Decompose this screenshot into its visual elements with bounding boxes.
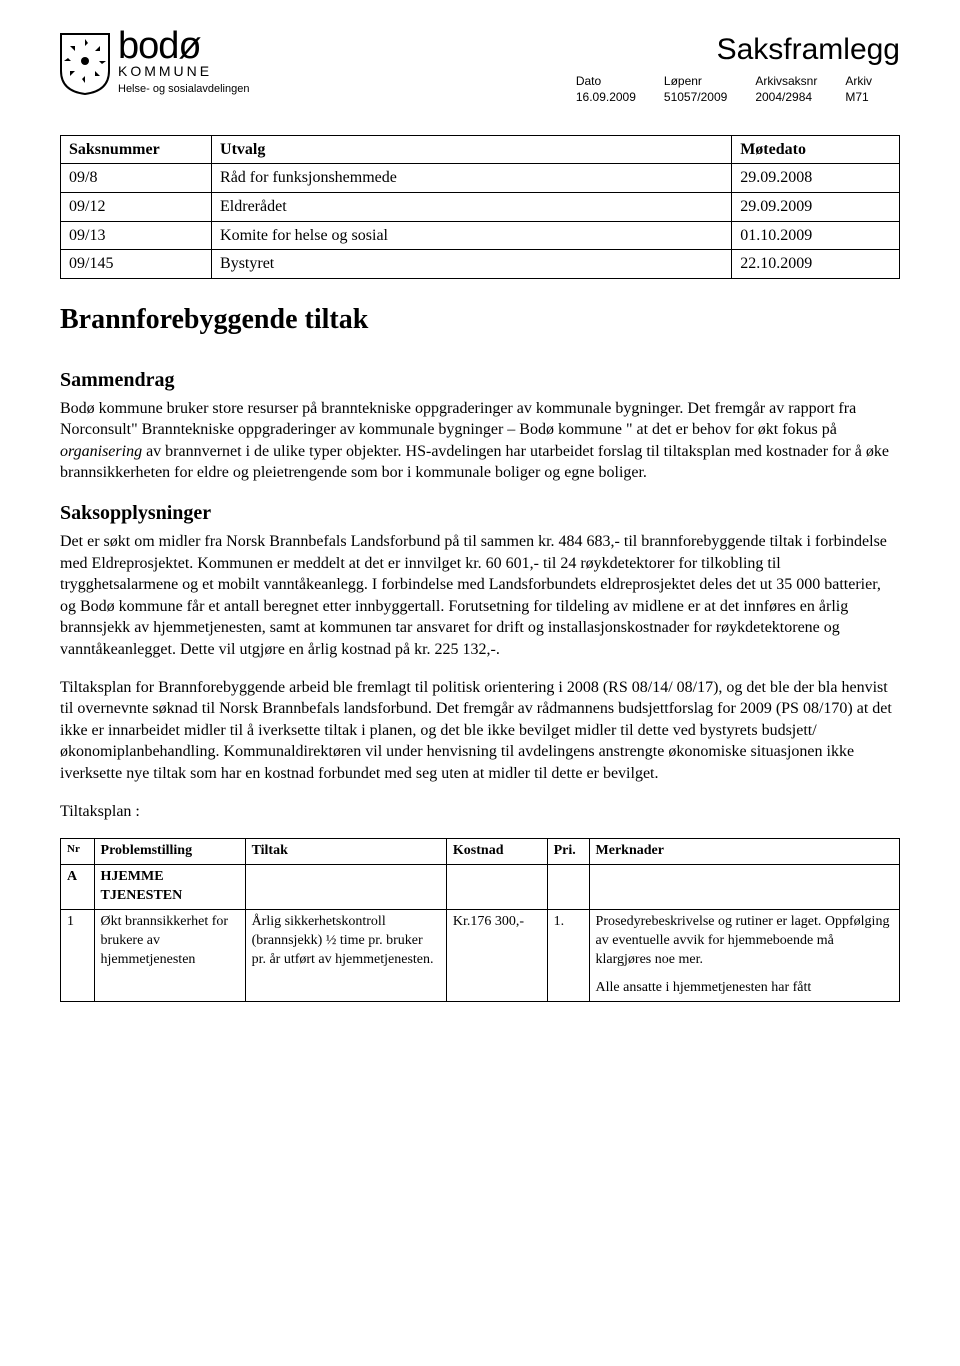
plan-problem: HJEMME TJENESTEN: [94, 865, 245, 910]
meta-lopenr: 51057/2009: [664, 89, 755, 105]
document-header: bodø KOMMUNE Helse- og sosialavdelingen …: [60, 30, 900, 105]
case-utvalg: Råd for funksjonshemmede: [212, 164, 732, 193]
plan-kostnad: Kr.176 300,-: [446, 909, 547, 1002]
sammendrag-paragraph: Bodø kommune bruker store resurser på br…: [60, 398, 900, 484]
tiltaksplan-table: Nr Problemstilling Tiltak Kostnad Pri. M…: [60, 838, 900, 1002]
plan-header-nr: Nr: [61, 839, 95, 865]
plan-merk-line2: Alle ansatte i hjemmetjenesten har fått: [596, 979, 893, 998]
meta-dato-label: Dato: [576, 73, 664, 89]
plan-nr: 1: [61, 909, 95, 1002]
plan-header-tiltak: Tiltak: [245, 839, 446, 865]
brand-name: bodø: [118, 30, 249, 62]
plan-nr: A: [61, 865, 95, 910]
sammendrag-text-c: av brannvernet i de ulike typer objekter…: [60, 443, 889, 482]
plan-merk: [589, 865, 899, 910]
case-row: 09/13 Komite for helse og sosial 01.10.2…: [61, 221, 900, 250]
case-header-saksnummer: Saksnummer: [61, 135, 212, 164]
plan-pri: 1.: [547, 909, 589, 1002]
meta-arkiv-label: Arkiv: [845, 73, 900, 89]
plan-tiltak: [245, 865, 446, 910]
plan-tiltak: Årlig sikkerhetskontroll (brannsjekk) ½ …: [245, 909, 446, 1002]
sammendrag-text-italic: organisering: [60, 443, 142, 460]
meta-arkivsaksnr: 2004/2984: [755, 89, 845, 105]
case-row: 09/12 Eldrerådet 29.09.2009: [61, 193, 900, 222]
page-title: Brannforebyggende tiltak: [60, 301, 900, 339]
meta-arkiv: M71: [845, 89, 900, 105]
saksopp-paragraph-2: Tiltaksplan for Brannforebyggende arbeid…: [60, 677, 900, 785]
sammendrag-text-a: Bodø kommune bruker store resurser på br…: [60, 400, 856, 439]
plan-merk-line1: Prosedyrebeskrivelse og rutiner er laget…: [596, 913, 893, 970]
plan-header-kostnad: Kostnad: [446, 839, 547, 865]
plan-row-a: A HJEMME TJENESTEN: [61, 865, 900, 910]
brand-subtitle: KOMMUNE: [118, 64, 249, 78]
case-header-utvalg: Utvalg: [212, 135, 732, 164]
case-dato: 29.09.2008: [732, 164, 900, 193]
meta-lopenr-label: Løpenr: [664, 73, 755, 89]
case-utvalg: Bystyret: [212, 250, 732, 279]
case-utvalg: Komite for helse og sosial: [212, 221, 732, 250]
plan-header-pri: Pri.: [547, 839, 589, 865]
section-sammendrag-heading: Sammendrag: [60, 367, 900, 394]
section-saksopplysninger-heading: Saksopplysninger: [60, 500, 900, 527]
case-nr: 09/12: [61, 193, 212, 222]
plan-problem: Økt brannsikkerhet for brukere av hjemme…: [94, 909, 245, 1002]
case-row: 09/8 Råd for funksjonshemmede 29.09.2008: [61, 164, 900, 193]
case-nr: 09/145: [61, 250, 212, 279]
meta-dato: 16.09.2009: [576, 89, 664, 105]
plan-merk: Prosedyrebeskrivelse og rutiner er laget…: [589, 909, 899, 1002]
document-type-title: Saksframlegg: [576, 30, 900, 71]
department-label: Helse- og sosialavdelingen: [118, 82, 249, 97]
meta-table: Dato Løpenr Arkivsaksnr Arkiv 16.09.2009…: [576, 73, 900, 105]
case-utvalg: Eldrerådet: [212, 193, 732, 222]
shield-icon: [60, 33, 110, 95]
plan-row-1: 1 Økt brannsikkerhet for brukere av hjem…: [61, 909, 900, 1002]
meta-arkivsaksnr-label: Arkivsaksnr: [755, 73, 845, 89]
saksopp-paragraph-1: Det er søkt om midler fra Norsk Brannbef…: [60, 531, 900, 661]
case-dato: 01.10.2009: [732, 221, 900, 250]
case-header-motedato: Møtedato: [732, 135, 900, 164]
logo-block: bodø KOMMUNE Helse- og sosialavdelingen: [60, 30, 249, 97]
tiltaksplan-label: Tiltaksplan :: [60, 801, 900, 823]
plan-header-problem: Problemstilling: [94, 839, 245, 865]
case-nr: 09/8: [61, 164, 212, 193]
brand-text: bodø KOMMUNE Helse- og sosialavdelingen: [118, 30, 249, 97]
plan-kostnad: [446, 865, 547, 910]
case-dato: 29.09.2009: [732, 193, 900, 222]
plan-pri: [547, 865, 589, 910]
case-nr: 09/13: [61, 221, 212, 250]
case-row: 09/145 Bystyret 22.10.2009: [61, 250, 900, 279]
case-dato: 22.10.2009: [732, 250, 900, 279]
case-table: Saksnummer Utvalg Møtedato 09/8 Råd for …: [60, 135, 900, 279]
meta-block: Saksframlegg Dato Løpenr Arkivsaksnr Ark…: [576, 30, 900, 105]
plan-header-merknader: Merknader: [589, 839, 899, 865]
